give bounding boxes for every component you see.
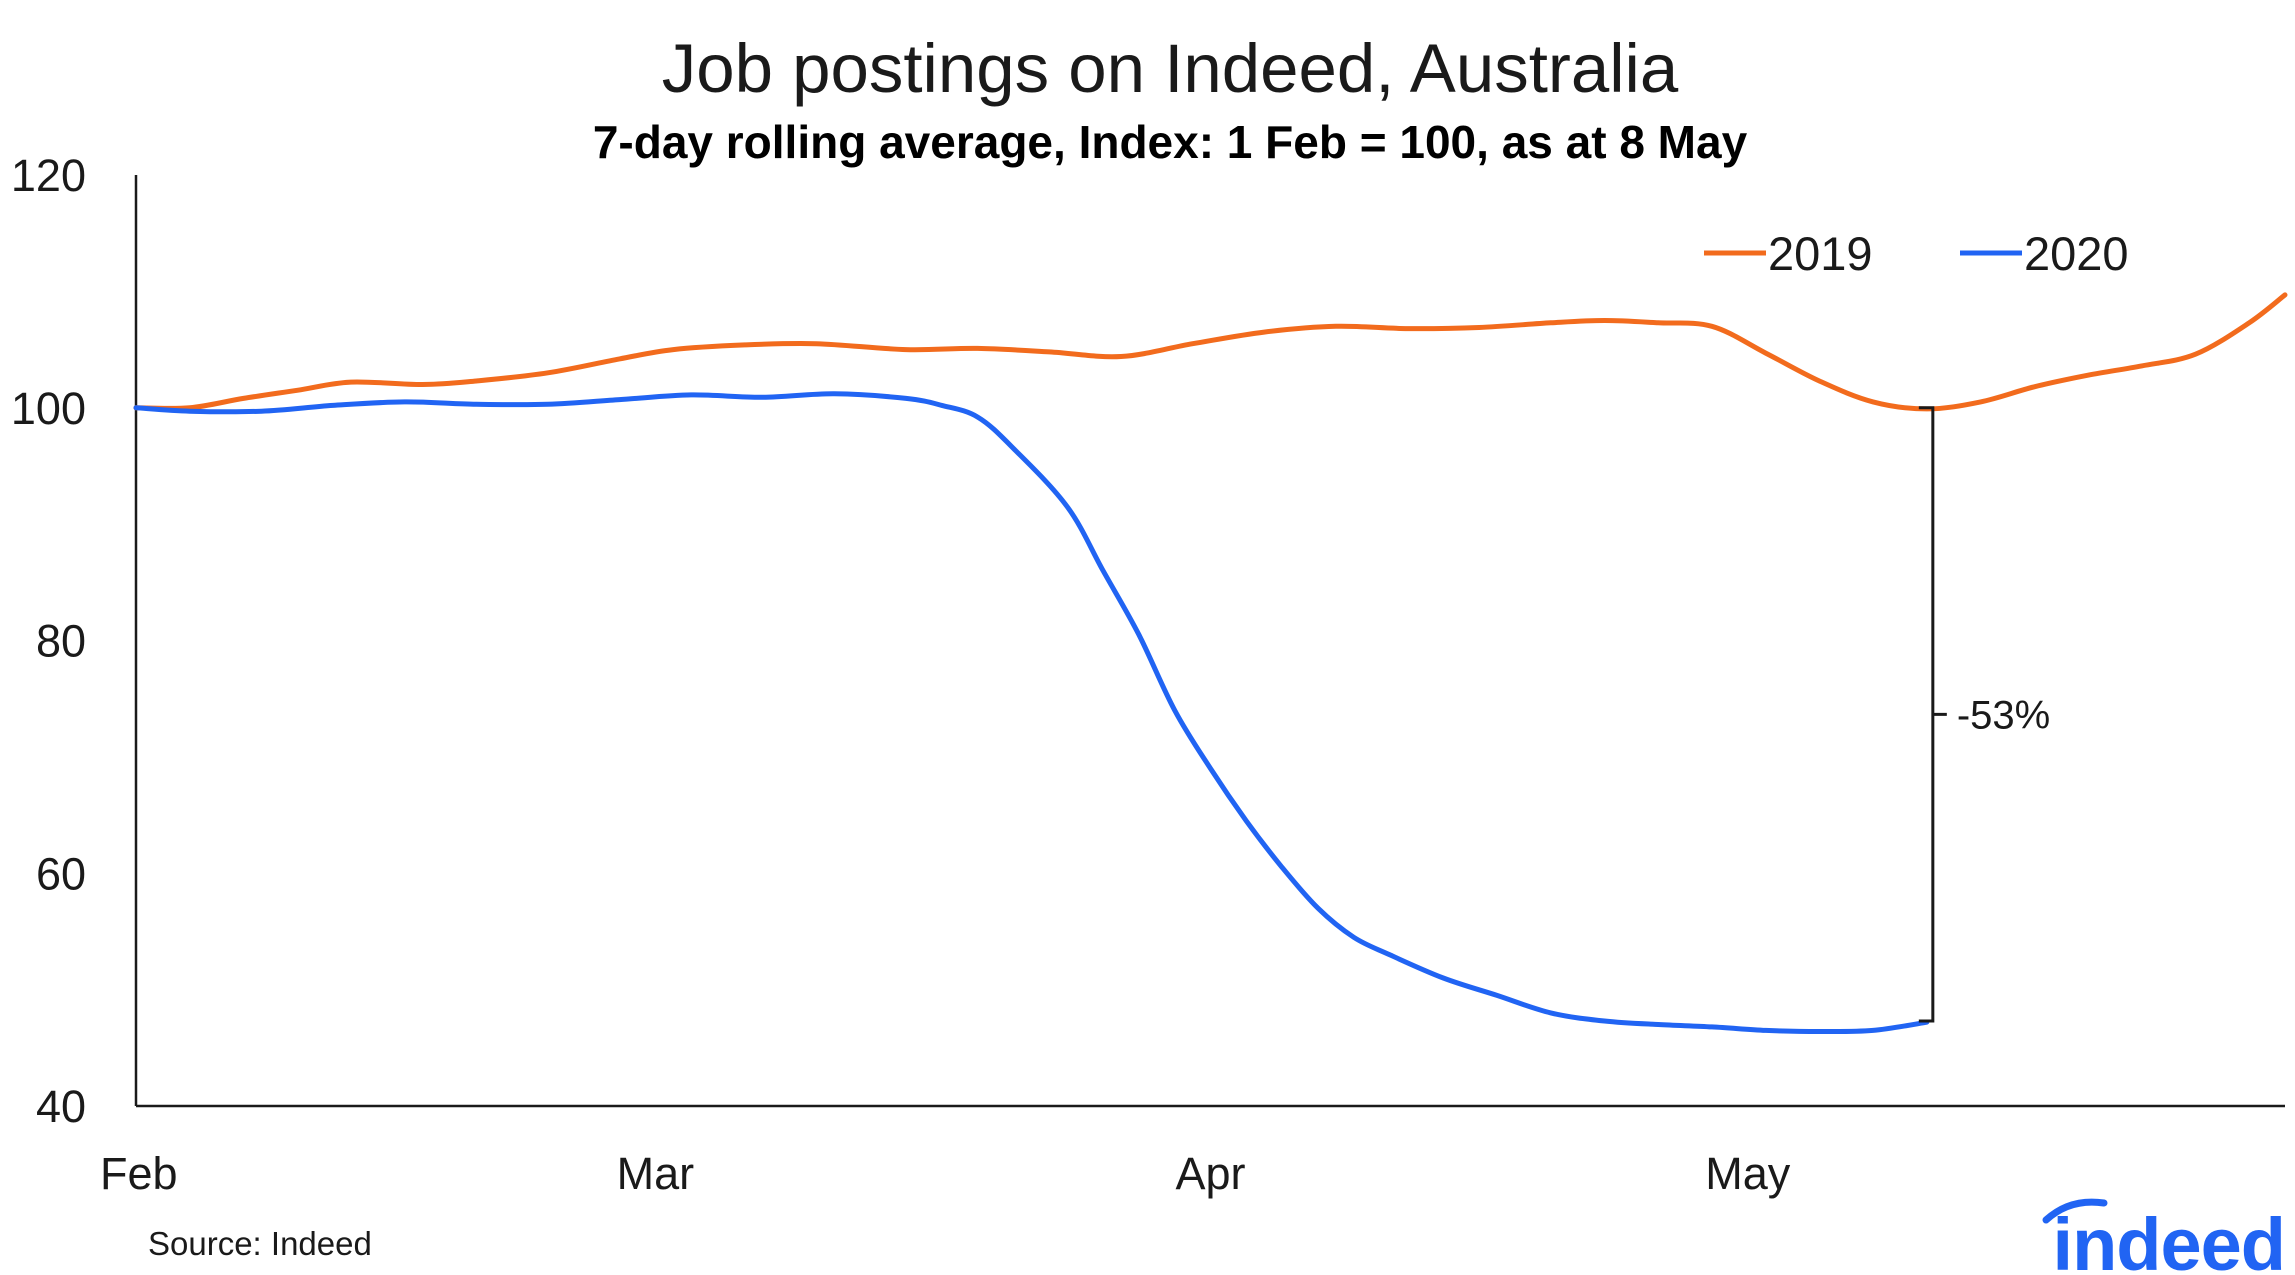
x-tick-label: Apr [1175,1148,1245,1199]
y-tick-label: 120 [11,150,86,201]
legend-label-2019: 2019 [1768,227,1873,280]
y-tick-label: 60 [36,848,86,899]
chart-title: Job postings on Indeed, Australia [662,30,1679,107]
axes [134,175,2285,1108]
x-axis-ticks: Feb Mar Apr May [100,1148,1791,1199]
logo-swoosh-icon [2042,1198,2108,1224]
source-note: Source: Indeed [148,1225,372,1262]
y-tick-label: 80 [36,616,86,667]
x-tick-label: Feb [100,1148,178,1199]
series-line-2019 [133,292,2288,412]
series-line-2020 [133,391,1930,1035]
chart-subtitle: 7-day rolling average, Index: 1 Feb = 10… [593,116,1748,168]
gap-annotation: -53% [1918,406,2050,1023]
y-tick-label: 100 [11,383,86,434]
indeed-logo: indeed [2042,1198,2286,1275]
legend-label-2020: 2020 [2024,227,2129,280]
y-tick-label: 40 [36,1081,86,1132]
x-tick-label: May [1705,1148,1791,1199]
y-axis-ticks: 40 60 80 100 120 [11,150,86,1132]
annotation-label: -53% [1957,693,2050,737]
legend: 2019 2020 [1704,227,2129,280]
logo-wordmark: indeed [2053,1203,2285,1275]
x-tick-label: Mar [617,1148,695,1199]
annotation-bracket [1918,406,1947,1023]
series-lines [133,292,2288,1035]
